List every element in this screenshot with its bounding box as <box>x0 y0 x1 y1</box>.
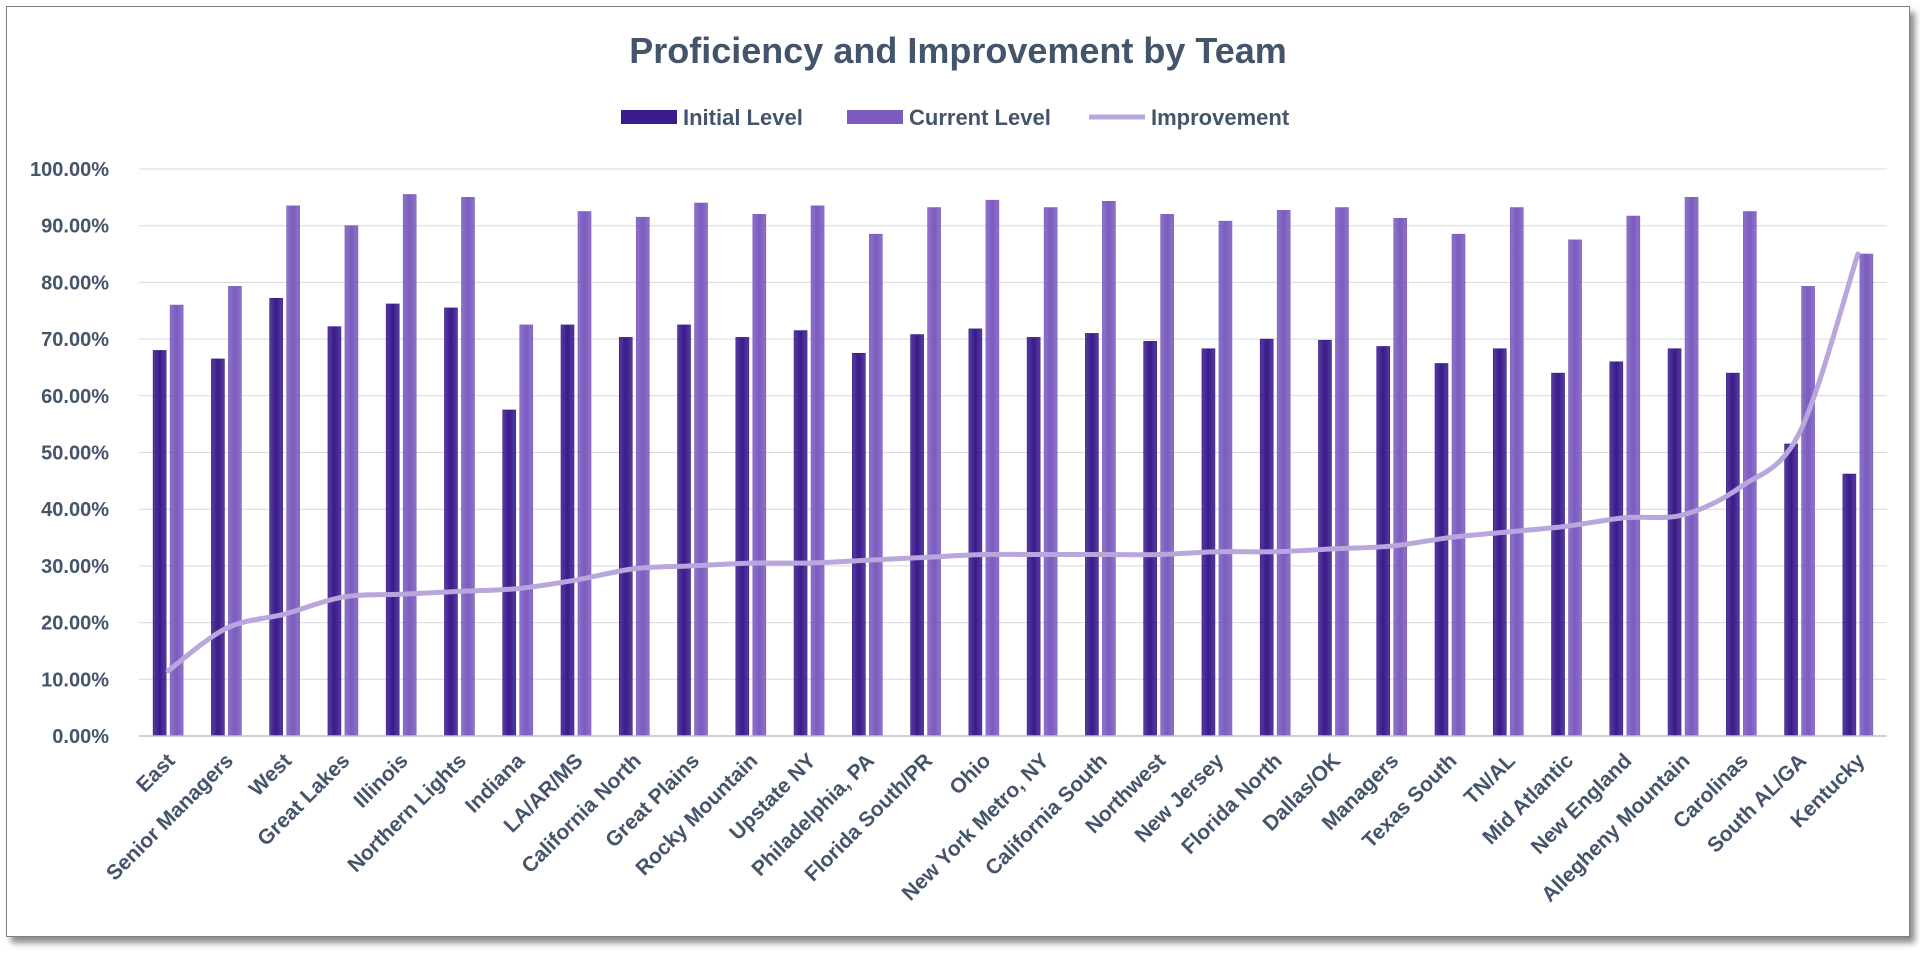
initial-level-bar <box>910 334 924 737</box>
legend-swatch <box>621 110 677 124</box>
x-tick-label: West <box>245 749 296 800</box>
current-level-bar <box>694 202 708 737</box>
current-level-bar <box>577 211 592 737</box>
current-level-bar <box>402 194 417 737</box>
current-level-bar <box>927 207 941 737</box>
initial-level-bar <box>677 324 691 737</box>
y-tick-label: 60.00% <box>41 386 109 408</box>
initial-level-bar <box>1318 339 1332 737</box>
current-level-bar <box>1451 233 1466 737</box>
initial-level-bar <box>1085 333 1099 737</box>
current-level-bar <box>461 197 475 737</box>
current-level-bar <box>344 225 359 737</box>
initial-level-bar <box>1434 363 1449 737</box>
initial-level-bar <box>1609 361 1624 737</box>
initial-level-bar <box>1143 341 1157 737</box>
current-level-bar <box>635 216 650 737</box>
initial-level-bar <box>560 324 575 737</box>
initial-level-bar <box>444 307 458 737</box>
x-tick-label: East <box>132 749 180 797</box>
current-level-bar <box>1335 207 1349 737</box>
initial-level-bar <box>1667 348 1682 737</box>
legend-swatch <box>847 110 903 124</box>
initial-level-bar <box>385 303 400 737</box>
y-tick-label: 0.00% <box>52 726 109 748</box>
y-tick-label: 40.00% <box>41 499 109 521</box>
chart: Proficiency and Improvement by Team Init… <box>30 30 1887 907</box>
current-level-bar <box>985 199 1000 737</box>
gridlines <box>139 168 1887 680</box>
improvement-line <box>165 251 1861 674</box>
current-level-bar <box>1043 207 1058 737</box>
current-level-bar <box>1684 197 1699 737</box>
y-axis-ticks: 0.00% 10.00% 20.00% 30.00% 40.00% 50.00% 60.00… <box>30 159 109 748</box>
initial-level-bar <box>618 337 633 737</box>
initial-level-bar <box>968 328 983 737</box>
current-level-bar <box>1276 210 1291 737</box>
current-level-bar <box>1568 239 1582 737</box>
current-level-bar <box>1743 211 1757 737</box>
legend-label: Improvement <box>1151 105 1290 130</box>
legend: Initial Level Current Level Improvement <box>621 105 1290 130</box>
current-level-bar <box>1102 201 1116 737</box>
initial-level-bar <box>793 330 808 737</box>
initial-level-bar <box>1259 338 1274 737</box>
initial-level-bar <box>1201 348 1216 737</box>
initial-level-bar <box>327 326 342 737</box>
chart-frame: Proficiency and Improvement by Team Init… <box>6 6 1910 937</box>
current-level-bar <box>1160 214 1174 737</box>
current-level-bar <box>228 286 242 737</box>
improvement-line-layer <box>165 251 1861 674</box>
initial-level-bar <box>1492 348 1507 737</box>
initial-level-bar <box>1026 337 1041 737</box>
initial-level-bar <box>1726 372 1740 737</box>
y-tick-label: 80.00% <box>41 272 109 294</box>
x-tick-label: Ohio <box>945 749 995 799</box>
initial-level-bar <box>1842 473 1857 737</box>
current-level-bar <box>169 304 184 737</box>
current-level-bar <box>1626 215 1641 737</box>
current-level-bar <box>752 214 767 737</box>
current-level-bar <box>869 233 883 737</box>
initial-level-bar <box>1784 443 1798 737</box>
y-tick-label: 30.00% <box>41 556 109 578</box>
initial-level-bar <box>502 409 517 737</box>
current-level-bar <box>1509 207 1524 737</box>
current-level-bar <box>1859 253 1874 737</box>
initial-level-bar <box>852 352 866 737</box>
y-tick-label: 90.00% <box>41 216 109 238</box>
initial-level-bar <box>735 337 750 737</box>
initial-level-bar <box>152 350 167 737</box>
current-level-bar <box>519 324 534 737</box>
y-tick-label: 70.00% <box>41 329 109 351</box>
current-level-bar <box>810 205 825 737</box>
initial-level-bar <box>1551 372 1565 737</box>
current-level-bar <box>1218 220 1233 737</box>
current-level-bar <box>286 205 300 737</box>
bars <box>152 194 1874 737</box>
y-tick-label: 50.00% <box>41 443 109 465</box>
y-tick-label: 20.00% <box>41 613 109 635</box>
current-level-bar <box>1801 286 1815 737</box>
x-tick-label: Florida North <box>1177 749 1286 858</box>
legend-label: Current Level <box>909 105 1051 130</box>
y-tick-label: 10.00% <box>41 669 109 691</box>
legend-label: Initial Level <box>683 105 803 130</box>
y-tick-label: 100.00% <box>30 159 109 181</box>
current-level-bar <box>1393 218 1408 737</box>
chart-title: Proficiency and Improvement by Team <box>629 30 1287 71</box>
initial-level-bar <box>211 358 225 737</box>
x-tick-label: New England <box>1527 749 1637 859</box>
initial-level-bar <box>1376 346 1391 737</box>
initial-level-bar <box>269 297 283 737</box>
